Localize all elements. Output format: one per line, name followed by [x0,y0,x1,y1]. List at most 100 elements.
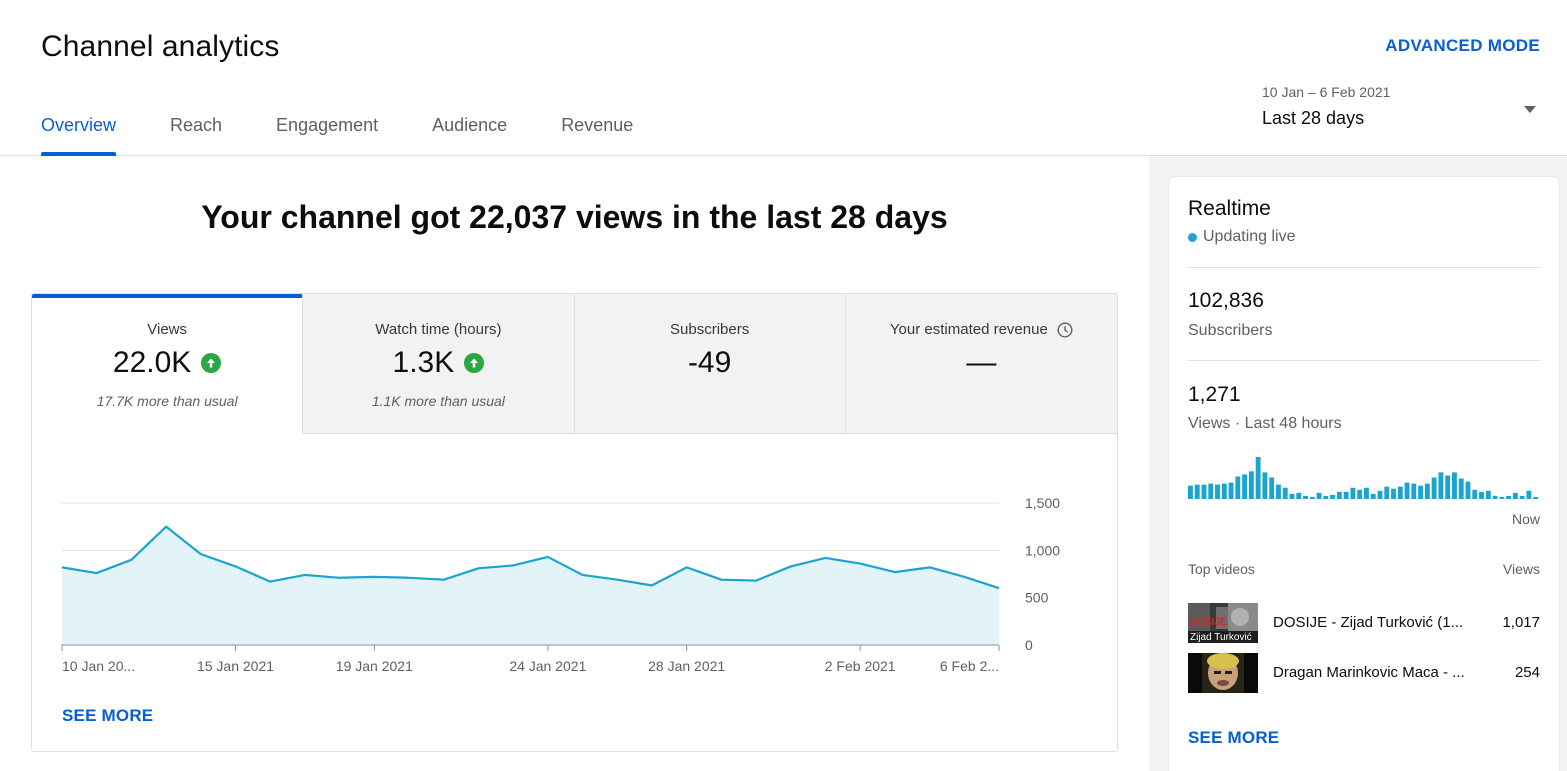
clock-icon [1057,321,1073,338]
realtime-bar [1194,484,1200,499]
realtime-bar [1242,474,1248,499]
realtime-bar [1303,495,1308,499]
realtime-bar [1262,472,1268,499]
tab-audience[interactable]: Audience [432,115,508,135]
x-tick-label: 10 Jan 20... [62,658,135,674]
realtime-bar [1357,489,1363,499]
x-tick-label: 2 Feb 2021 [825,658,896,674]
realtime-bar [1336,491,1342,499]
metric-value: 22.0K [112,346,192,379]
views-chart: 0 500 1,000 1,500 10 Jan 20... 15 Jan 2021 19 … [61,495,1060,674]
realtime-bar [1499,496,1505,499]
overview-panel: Your channel got 22,037 views in the las… [0,157,1149,771]
realtime-bar [1330,494,1336,499]
realtime-bar [1479,491,1484,499]
video-thumbnail: DOSIJE Zijad Turković [1188,603,1258,643]
realtime-bar [1512,492,1518,499]
metric-value-row: -49 [575,345,845,381]
y-tick-label: 0 [1025,637,1033,653]
realtime-bar [1235,476,1241,499]
top-video-row[interactable]: Dragan Marinkovic Maca - ... 254 [1188,653,1540,693]
metric-value-row: 22.0K [32,345,302,381]
metric-value-row: 1.3K [303,345,573,381]
header: Channel analytics ADVANCED MODE Overview… [0,0,1567,156]
top-videos-views-label: Views [1502,561,1540,577]
tab-reach[interactable]: Reach [170,115,223,135]
arrow-up-icon [464,353,485,373]
realtime-bar [1472,489,1478,499]
tab-overview[interactable]: Overview [41,112,117,156]
date-range-text: 10 Jan – 6 Feb 2021 [1262,84,1391,100]
realtime-bar [1289,493,1295,499]
video-views: 254 [1514,664,1540,681]
realtime-bar [1188,485,1193,499]
realtime-title: Realtime [1188,197,1271,220]
metric-tab-revenue[interactable]: Your estimated revenue — [845,294,1117,434]
realtime-bar [1269,477,1275,499]
video-title: DOSIJE - Zijad Turković (1... [1273,614,1464,631]
thumbnail-tag: DOSIJE [1190,617,1227,628]
page-title: Channel analytics [41,30,280,63]
realtime-bar [1458,478,1464,499]
see-more-button[interactable]: SEE MORE [62,706,154,725]
metrics-card: Views 22.0K 17.7K more than usual Watch … [31,293,1118,752]
y-tick-label: 1,500 [1025,495,1060,511]
metric-tab-views[interactable]: Views 22.0K 17.7K more than usual [32,294,304,434]
realtime-bar [1384,486,1390,499]
metric-value: — [966,346,997,379]
live-status: Updating live [1188,228,1296,246]
realtime-bar [1296,492,1302,499]
realtime-bar [1343,491,1349,499]
views-area [62,526,999,645]
realtime-bar [1492,495,1498,499]
x-tick-label: 24 Jan 2021 [509,658,586,674]
x-tick-label: 15 Jan 2021 [197,658,274,674]
realtime-bar [1276,484,1281,499]
tab-engagement[interactable]: Engagement [276,115,379,135]
metric-tab-watch-time[interactable]: Watch time (hours) 1.3K 1.1K more than u… [303,294,575,434]
subscribers-label: Subscribers [1188,322,1273,339]
see-more-button[interactable]: SEE MORE [1188,728,1280,747]
realtime-bar [1506,495,1512,499]
tab-revenue[interactable]: Revenue [561,115,634,135]
divider [1188,267,1540,268]
top-video-row[interactable]: DOSIJE Zijad Turković DOSIJE - Zijad Tur… [1188,603,1540,643]
realtime-bar [1323,495,1329,499]
video-views: 1,017 [1502,614,1540,631]
realtime-bar [1377,490,1383,499]
realtime-bar [1445,475,1451,499]
y-tick-label: 1,000 [1025,542,1060,558]
date-range-picker[interactable]: 10 Jan – 6 Feb 2021 Last 28 days [1262,84,1542,138]
x-tick-label: 28 Jan 2021 [648,658,725,674]
advanced-mode-button[interactable]: ADVANCED MODE [1385,36,1540,55]
realtime-bar [1424,483,1430,499]
metric-label: Views [147,321,187,338]
realtime-bar [1228,482,1234,499]
metric-tab-subscribers[interactable]: Subscribers -49 [574,294,846,434]
video-thumbnail [1188,653,1258,693]
x-tick-label: 6 Feb 2... [940,658,999,674]
metric-label: Subscribers [670,321,750,338]
tab-bar: Overview Reach Engagement Audience Reven… [41,112,687,156]
realtime-bar-chart [1188,457,1539,499]
realtime-bar [1248,471,1254,499]
realtime-bar [1465,481,1471,499]
realtime-bar [1397,486,1403,499]
realtime-bar [1526,490,1532,499]
realtime-card: Realtime Updating live 102,836 Subscribe… [1168,176,1560,771]
metric-value-row: — [846,345,1117,381]
realtime-bar [1208,483,1214,499]
metric-value: -49 [687,346,732,379]
metric-value: 1.3K [392,346,455,379]
realtime-bar [1364,487,1369,499]
top-videos-label: Top videos [1188,561,1255,577]
now-label: Now [1511,511,1540,527]
top-videos-header: Top videos Views [1188,561,1540,577]
realtime-bar [1370,493,1376,499]
realtime-bar [1215,484,1220,499]
live-dot-icon [1188,232,1197,242]
thumbnail-caption: Zijad Turković [1190,632,1252,643]
realtime-bar [1404,482,1410,499]
realtime-bar [1391,488,1396,499]
metric-label: Your estimated revenue [889,321,1048,338]
